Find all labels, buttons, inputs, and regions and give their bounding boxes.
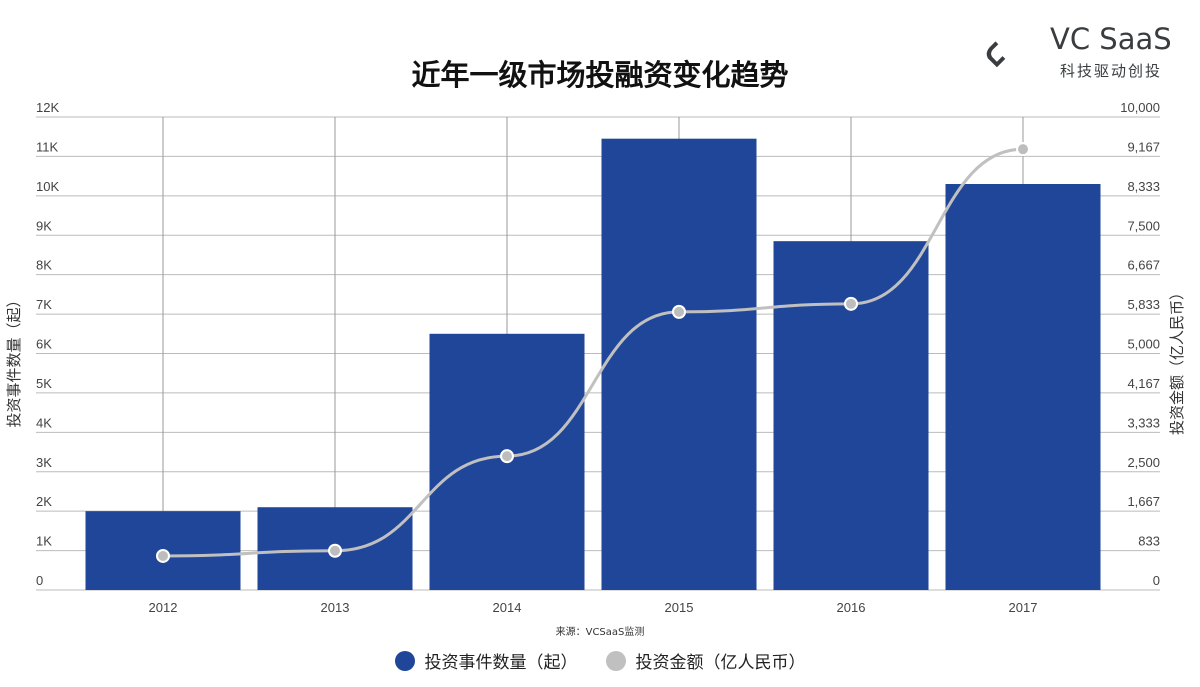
y-left-tick: 10K bbox=[36, 179, 59, 194]
y-right-tick: 6,667 bbox=[1127, 258, 1160, 273]
legend-item-line[interactable]: 投资金额（亿人民币） bbox=[605, 648, 806, 673]
y-right-tick: 5,000 bbox=[1127, 337, 1160, 352]
y-left-tick: 2K bbox=[36, 494, 52, 509]
y-left-tick: 3K bbox=[36, 455, 52, 470]
y-right-tick: 3,333 bbox=[1127, 415, 1160, 430]
y-left-tick: 11K bbox=[36, 139, 58, 154]
y-left-tick: 12K bbox=[36, 100, 59, 115]
x-tick: 2013 bbox=[321, 600, 350, 615]
y-left-tick: 5K bbox=[36, 376, 52, 391]
y-left-tick: 8K bbox=[36, 258, 52, 273]
y-left-tick: 6K bbox=[36, 337, 52, 352]
line-point-2013 bbox=[328, 543, 342, 558]
y-left-axis-title: 投资事件数量（起） bbox=[5, 292, 23, 427]
line-point-2017 bbox=[1016, 142, 1030, 157]
x-tick: 2016 bbox=[837, 600, 866, 615]
y-right-tick: 2,500 bbox=[1127, 455, 1160, 470]
y-right-tick: 5,833 bbox=[1127, 297, 1160, 312]
bar-2017 bbox=[945, 184, 1101, 590]
legend-label: 投资金额（亿人民币） bbox=[635, 653, 806, 673]
legend-swatch-bar bbox=[394, 650, 415, 671]
brand-tagline: 科技驱动创投 bbox=[1060, 62, 1163, 80]
brand-name: VC SaaS bbox=[1050, 22, 1172, 56]
bar-2015 bbox=[601, 138, 757, 590]
x-tick: 2014 bbox=[493, 600, 522, 615]
legend-item-bar[interactable]: 投资事件数量（起） bbox=[394, 648, 578, 673]
x-tick: 2015 bbox=[665, 600, 694, 615]
y-right-tick: 10,000 bbox=[1120, 100, 1160, 115]
y-left-tick: 4K bbox=[36, 415, 52, 430]
bar-2016 bbox=[773, 241, 929, 590]
legend: 投资事件数量（起） 投资金额（亿人民币） bbox=[0, 648, 1200, 673]
y-right-axis-title: 投资金额（亿人民币） bbox=[1168, 285, 1186, 435]
y-left-tick: 7K bbox=[36, 297, 52, 312]
y-right-tick: 7,500 bbox=[1127, 218, 1160, 233]
x-tick: 2017 bbox=[1009, 600, 1038, 615]
line-point-2016 bbox=[844, 296, 858, 311]
line-point-2012 bbox=[156, 548, 170, 563]
y-right-tick: 4,167 bbox=[1127, 376, 1160, 391]
y-right-tick: 8,333 bbox=[1127, 179, 1160, 194]
line-point-2014 bbox=[500, 449, 514, 464]
y-right-tick: 9,167 bbox=[1127, 139, 1160, 154]
y-left-tick: 0 bbox=[36, 573, 43, 588]
y-left-tick: 9K bbox=[36, 218, 52, 233]
x-tick: 2012 bbox=[149, 600, 178, 615]
line-point-2015 bbox=[672, 304, 686, 319]
source-note: 来源：VCSaaS监测 bbox=[555, 627, 645, 638]
y-left-tick: 1K bbox=[36, 534, 52, 549]
legend-swatch-line bbox=[605, 650, 626, 671]
chart-title: 近年一级市场投融资变化趋势 bbox=[411, 58, 789, 92]
vc-saas-logo-icon bbox=[986, 41, 1006, 68]
legend-label: 投资事件数量（起） bbox=[424, 653, 578, 673]
y-right-tick: 0 bbox=[1153, 573, 1160, 588]
y-right-tick: 833 bbox=[1138, 534, 1160, 549]
y-right-tick: 1,667 bbox=[1127, 494, 1160, 509]
